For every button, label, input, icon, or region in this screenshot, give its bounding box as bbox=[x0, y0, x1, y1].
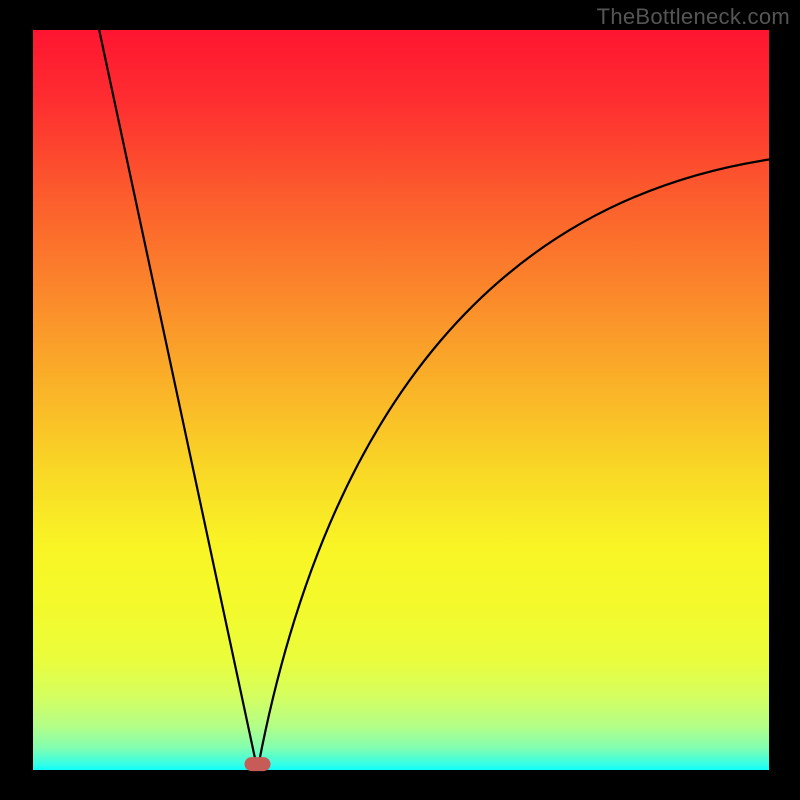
curve-overlay bbox=[0, 0, 800, 800]
bottleneck-curve bbox=[99, 30, 769, 770]
optimal-point-marker bbox=[245, 757, 271, 771]
watermark-text: TheBottleneck.com bbox=[597, 4, 790, 30]
chart-container: TheBottleneck.com bbox=[0, 0, 800, 800]
